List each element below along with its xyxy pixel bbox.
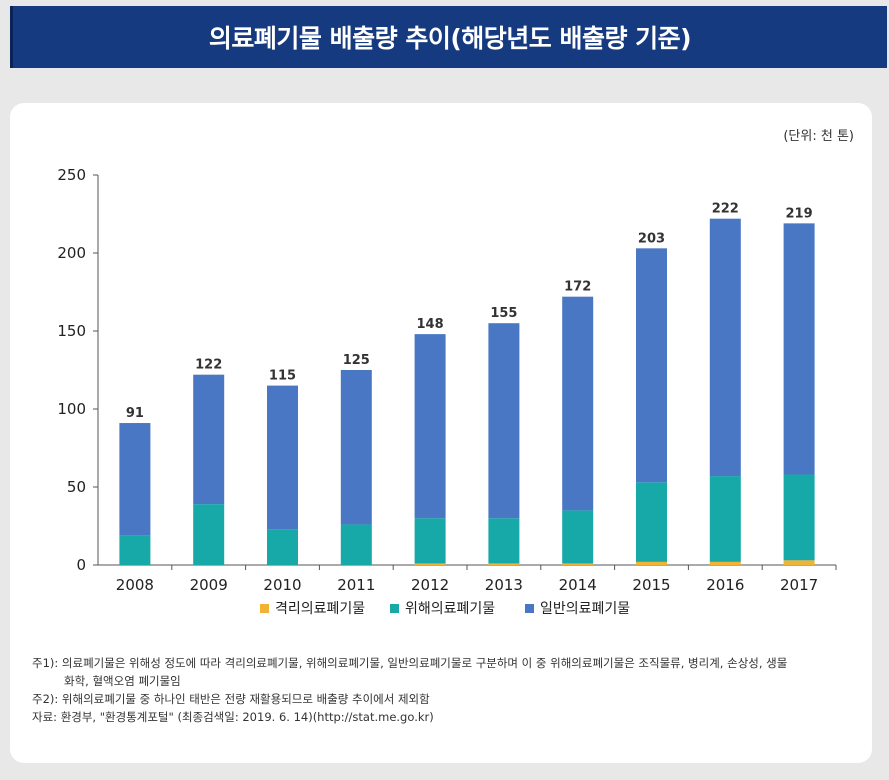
y-tick-label: 200 xyxy=(57,244,86,262)
legend-swatch xyxy=(390,604,399,613)
y-tick-label: 250 xyxy=(57,166,86,184)
y-tick-label: 100 xyxy=(57,400,86,418)
x-tick-label: 2010 xyxy=(263,576,301,594)
x-tick-label: 2013 xyxy=(485,576,523,594)
bar-segment-isolation xyxy=(562,563,594,565)
bar-segment-general xyxy=(783,223,815,475)
x-tick-label: 2014 xyxy=(559,576,597,594)
unit-label: (단위: 천 톤) xyxy=(783,129,854,144)
bar-total-label: 148 xyxy=(417,317,444,332)
x-tick-label: 2009 xyxy=(190,576,228,594)
bar-segment-hazardous xyxy=(193,504,225,565)
bar-segment-hazardous xyxy=(709,476,741,562)
x-tick-label: 2012 xyxy=(411,576,449,594)
stacked-bar-chart: 0 50 100 150 200 250 2008 91 2009 122 2010 115 2011 1… xyxy=(57,166,837,617)
bar-segment-hazardous xyxy=(414,518,446,564)
bar-segment-general xyxy=(193,374,225,505)
bar-segment-general xyxy=(562,296,594,511)
chart-card: (단위: 천 톤) 0 50 100 150 200 250 2008 91 2009 122 20… xyxy=(10,103,872,763)
chart-title-banner: 의료폐기물 배출량 추이(해당년도 배출량 기준) xyxy=(10,6,887,68)
source-note: 자료: 환경부, "환경통계포털" (최종검색일: 2019. 6. 14)(h… xyxy=(32,710,434,724)
x-tick-label: 2011 xyxy=(337,576,375,594)
bar-segment-isolation xyxy=(488,563,520,565)
bar-total-label: 203 xyxy=(638,231,665,246)
bar-segment-hazardous xyxy=(783,474,815,561)
legend-label: 일반의료폐기물 xyxy=(540,601,630,617)
x-tick-label: 2015 xyxy=(632,576,670,594)
bar-segment-general xyxy=(636,248,667,483)
bar-segment-general xyxy=(119,423,151,536)
bar-segment-hazardous xyxy=(267,529,298,565)
legend-swatch xyxy=(260,604,269,613)
x-tick-label: 2017 xyxy=(780,576,818,594)
bar-total-label: 115 xyxy=(269,369,296,384)
footnotes: 주1): 의료폐기물은 위해성 정도에 따라 격리의료폐기물, 위해의료폐기물,… xyxy=(32,654,862,726)
legend-swatch xyxy=(525,604,534,613)
bar-segment-isolation xyxy=(636,561,667,565)
note-1: 주1): 의료폐기물은 위해성 정도에 따라 격리의료폐기물, 위해의료폐기물,… xyxy=(32,656,788,670)
legend-label: 위해의료폐기물 xyxy=(405,601,495,617)
bar-total-label: 172 xyxy=(564,280,591,295)
note-1-continued: 화학, 혈액오염 폐기물임 xyxy=(64,674,181,688)
bar-segment-hazardous xyxy=(340,524,372,565)
y-tick-label: 0 xyxy=(76,556,86,574)
y-tick-label: 50 xyxy=(67,478,86,496)
bar-segment-hazardous xyxy=(119,535,151,565)
bar-segment-general xyxy=(488,323,520,519)
bar-segment-isolation xyxy=(783,560,815,565)
bar-segment-hazardous xyxy=(636,482,667,562)
bar-segment-general xyxy=(340,370,372,525)
bar-total-label: 91 xyxy=(126,406,144,421)
bar-total-label: 222 xyxy=(712,202,739,217)
bar-segment-general xyxy=(709,218,741,477)
bar-total-label: 219 xyxy=(786,206,813,221)
bar-total-label: 122 xyxy=(195,358,222,373)
legend-label: 격리의료폐기물 xyxy=(275,601,365,617)
x-tick-label: 2016 xyxy=(706,576,744,594)
bar-segment-hazardous xyxy=(562,510,594,564)
y-tick-label: 150 xyxy=(57,322,86,340)
bar-segment-general xyxy=(414,334,446,519)
bar-total-label: 125 xyxy=(343,353,370,368)
bar-segment-isolation xyxy=(414,563,446,565)
bar-segment-hazardous xyxy=(488,518,520,564)
bar-segment-isolation xyxy=(709,561,741,565)
bar-segment-general xyxy=(267,385,298,530)
chart-title: 의료폐기물 배출량 추이(해당년도 배출량 기준) xyxy=(208,24,692,53)
bar-total-label: 155 xyxy=(490,306,517,321)
x-tick-label: 2008 xyxy=(116,576,154,594)
note-2: 주2): 위해의료폐기물 중 하나인 태반은 전량 재활용되므로 배출량 추이에… xyxy=(32,692,430,706)
